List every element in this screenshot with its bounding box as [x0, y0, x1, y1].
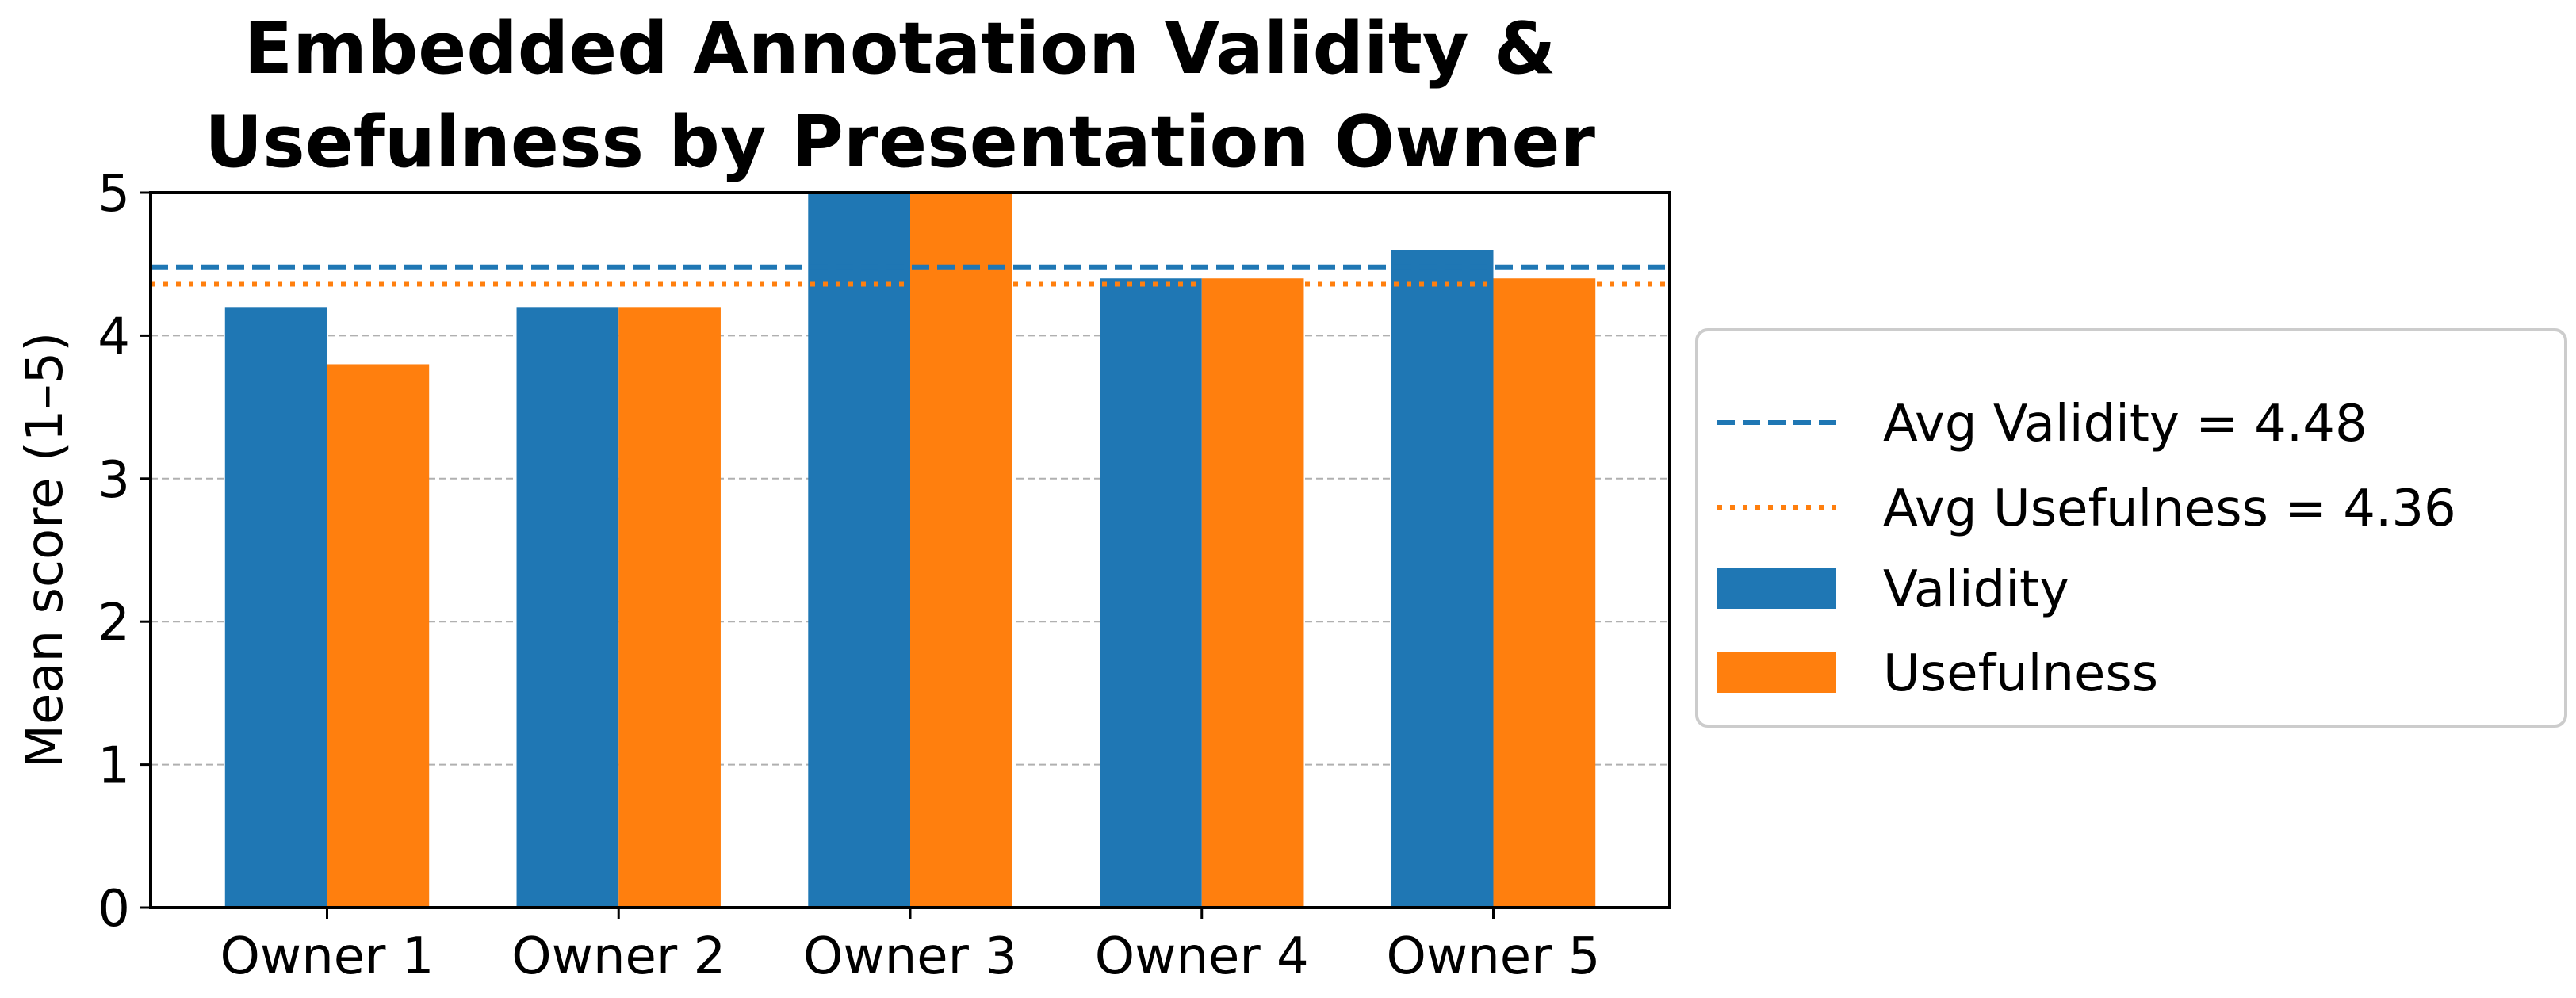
- y-tick-label: 2: [98, 594, 130, 652]
- x-axis-ticks: Owner 1 Owner 2 Owner 3 Owner 4 Owner 5: [220, 908, 1601, 986]
- bar-usefulness-2: [618, 307, 721, 908]
- bar-validity-2: [516, 307, 619, 908]
- legend-label-avg-usefulness: Avg Usefulness = 4.36: [1883, 480, 2456, 538]
- legend-frame: [1695, 328, 2567, 728]
- legend-label-avg-validity: Avg Validity = 4.48: [1883, 395, 2367, 453]
- bar-validity-4: [1100, 278, 1202, 908]
- bar-validity-3: [808, 193, 910, 908]
- x-tick-label: Owner 5: [1386, 927, 1600, 986]
- y-tick-label: 1: [98, 737, 130, 796]
- bar-usefulness-4: [1201, 278, 1304, 908]
- legend-swatch-usefulness: [1717, 652, 1836, 693]
- bars: [224, 193, 1596, 908]
- chart-title-line-2: Usefulness by Presentation Owner: [205, 101, 1595, 184]
- bar-usefulness-1: [327, 364, 430, 908]
- y-axis-ticks: 0 1 2 3 4 5: [98, 165, 151, 939]
- chart-title-line-1: Embedded Annotation Validity &: [244, 7, 1556, 90]
- legend-label-validity: Validity: [1883, 560, 2069, 619]
- y-tick-label: 4: [98, 308, 130, 366]
- bar-validity-1: [224, 307, 327, 908]
- bar-validity-5: [1391, 250, 1494, 908]
- x-tick-label: Owner 2: [511, 927, 725, 986]
- bar-usefulness-3: [910, 193, 1012, 908]
- y-axis-label: Mean score (1–5): [16, 332, 75, 768]
- legend-label-usefulness: Usefulness: [1883, 644, 2158, 703]
- legend: Avg Validity = 4.48 Avg Usefulness = 4.3…: [1695, 328, 2567, 728]
- legend-swatch-validity: [1717, 568, 1836, 609]
- y-tick-label: 5: [98, 165, 130, 224]
- bar-usefulness-5: [1493, 278, 1596, 908]
- x-tick-label: Owner 3: [803, 927, 1017, 986]
- x-tick-label: Owner 1: [220, 927, 434, 986]
- y-tick-label: 0: [98, 880, 130, 939]
- x-tick-label: Owner 4: [1095, 927, 1309, 986]
- y-tick-label: 3: [98, 451, 130, 510]
